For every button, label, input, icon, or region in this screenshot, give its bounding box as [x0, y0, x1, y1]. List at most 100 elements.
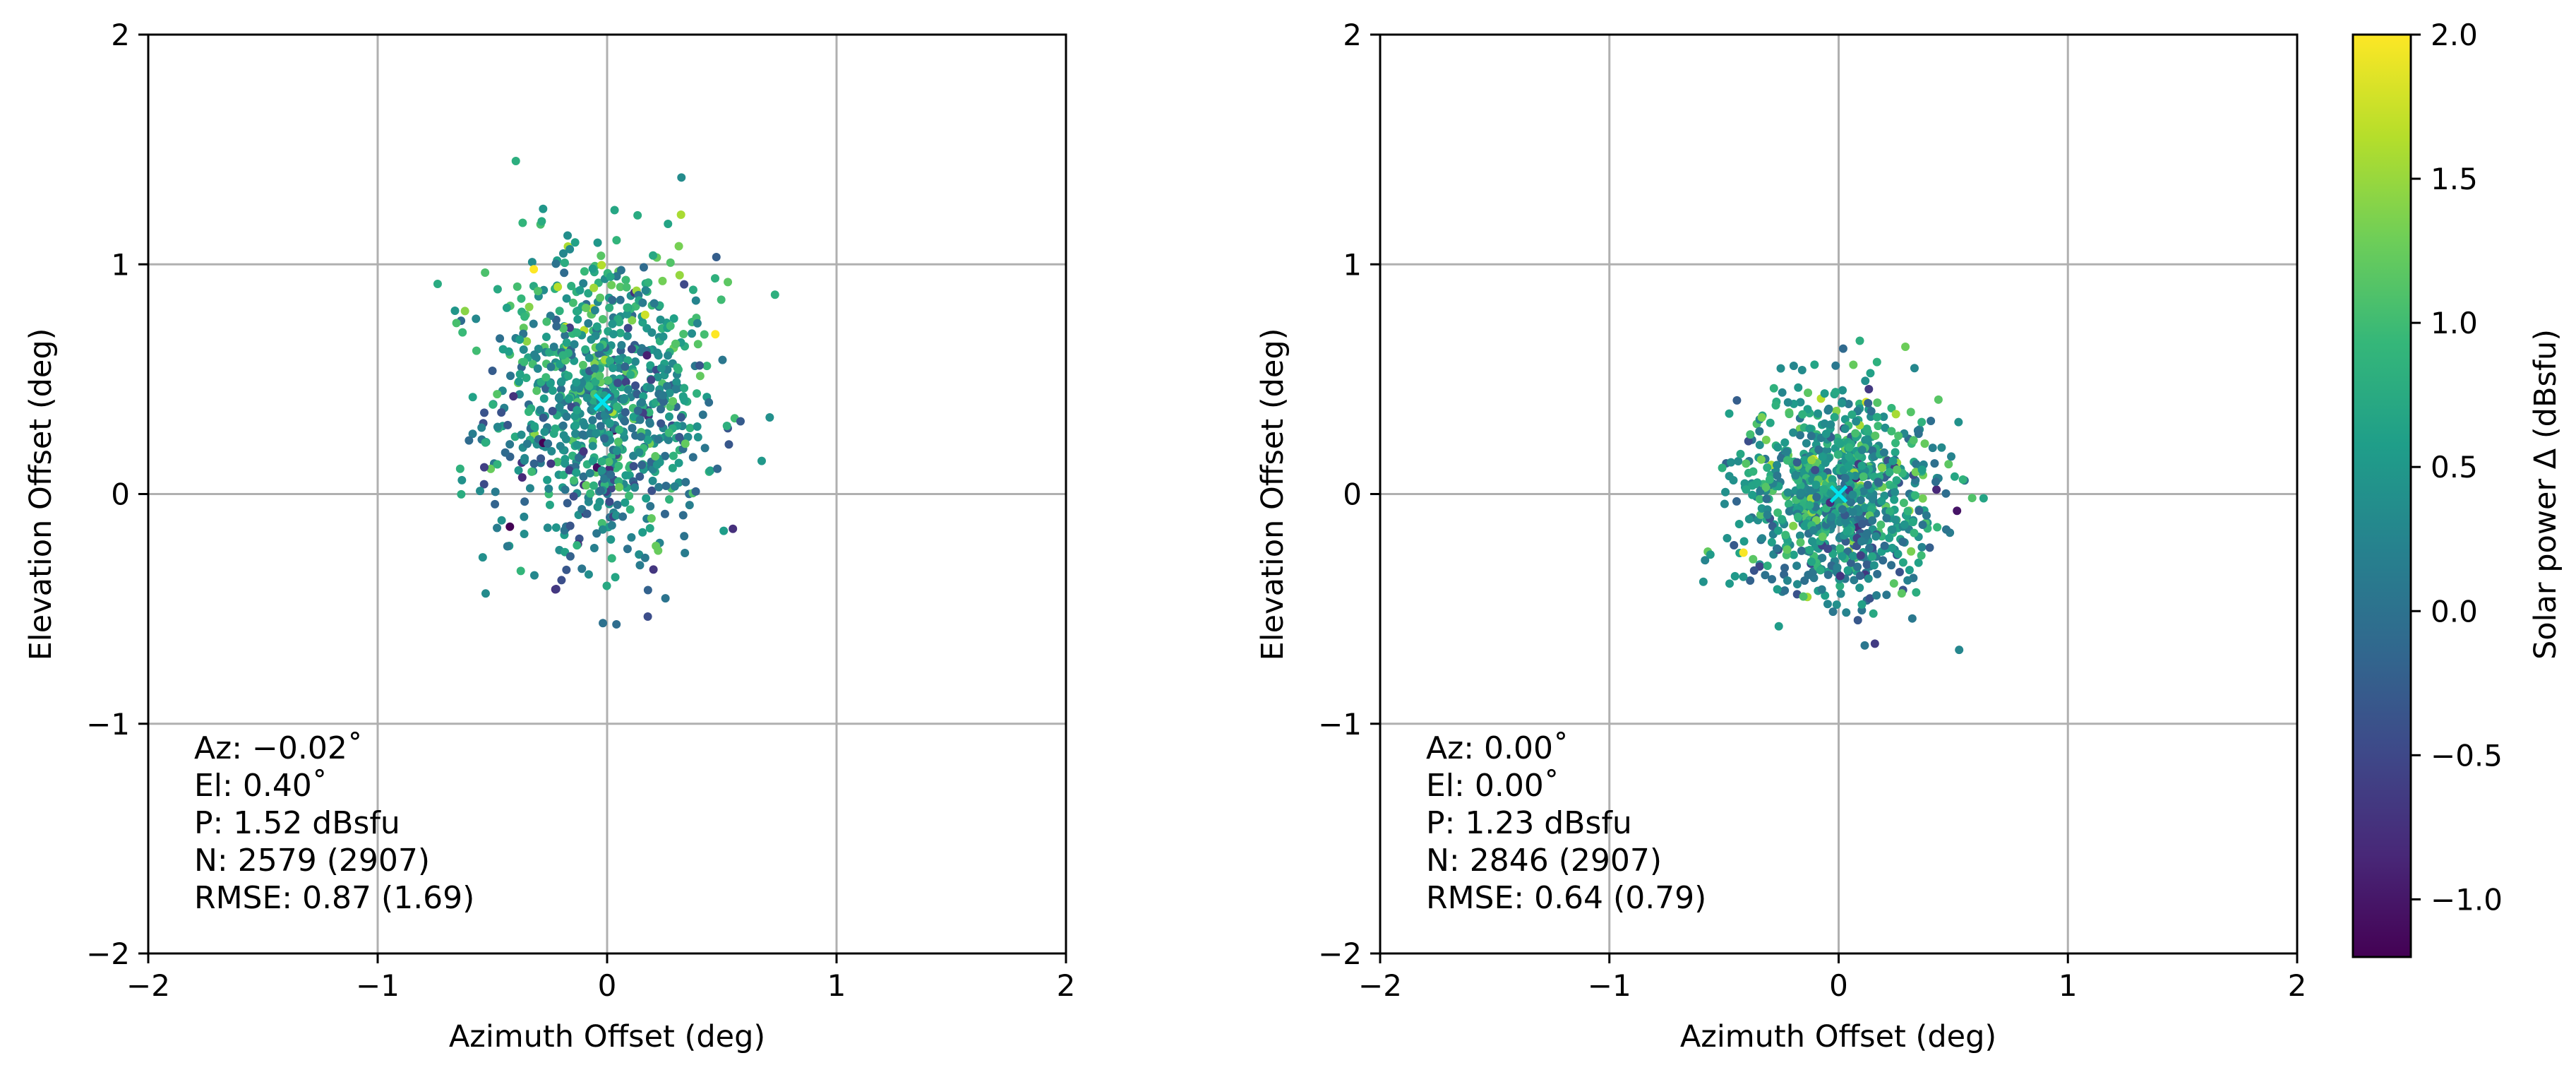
left-data-point [569, 476, 578, 485]
left-data-point [573, 405, 582, 415]
left-data-point [597, 518, 606, 528]
right-data-point [1863, 480, 1872, 489]
right-data-point [1838, 552, 1847, 561]
left-data-point [609, 364, 618, 373]
left-data-point [520, 357, 529, 367]
right-stat-n: N: 2846 (2907) [1426, 843, 1662, 879]
left-data-point [628, 316, 637, 325]
right-data-point [1862, 424, 1871, 434]
left-data-point [623, 545, 632, 554]
right-data-point [1944, 460, 1953, 469]
right-data-point [1819, 485, 1828, 494]
left-data-point [713, 464, 722, 473]
left-data-point [647, 514, 656, 523]
right-data-point [1891, 516, 1900, 525]
colorbar-gradient [2352, 33, 2412, 958]
left-data-point [647, 486, 657, 495]
right-data-point [1805, 501, 1814, 510]
left-data-point [561, 459, 570, 468]
left-y-tick-label: −1 [86, 707, 130, 742]
right-data-point [1874, 477, 1883, 487]
right-data-point [1761, 482, 1771, 492]
left-stat-el: El: 0.40˚ [194, 768, 328, 804]
left-data-point [609, 330, 618, 339]
right-data-point [1900, 520, 1909, 529]
right-data-point [1933, 523, 1942, 532]
left-data-point [633, 210, 642, 220]
right-data-point [1730, 541, 1739, 550]
left-data-point [661, 482, 671, 491]
right-data-point [1826, 420, 1835, 429]
left-data-point [491, 499, 500, 509]
right-data-point [1762, 494, 1771, 504]
right-data-point [1744, 514, 1754, 523]
left-data-point [539, 394, 549, 403]
left-ticks: −2 −1 0 1 2 −2 −1 0 1 2 [86, 18, 1075, 1003]
right-data-point [1868, 552, 1877, 561]
left-data-point [481, 268, 490, 278]
right-data-point [1763, 561, 1772, 571]
right-y-tick-label: −2 [1318, 937, 1362, 971]
right-data-point [1803, 405, 1812, 414]
left-data-point [630, 357, 640, 367]
left-data-point [665, 388, 674, 398]
left-data-point [582, 304, 591, 313]
right-data-point [1857, 600, 1867, 609]
right-data-point [1898, 537, 1907, 547]
left-data-point [558, 421, 568, 430]
left-data-point [551, 424, 560, 433]
right-data-point [1891, 448, 1900, 457]
right-data-point [1917, 465, 1927, 475]
right-data-point [1838, 398, 1847, 408]
left-data-point [584, 319, 593, 328]
left-data-point [604, 458, 613, 467]
right-data-point [1845, 452, 1854, 461]
left-data-point [621, 275, 630, 285]
left-data-point [562, 294, 571, 303]
left-data-point [625, 492, 634, 501]
right-ticks: −2 −1 0 1 2 −2 −1 0 1 2 [1318, 18, 2306, 1003]
right-data-point [1732, 497, 1741, 506]
right-stat-power: P: 1.23 dBsfu [1426, 805, 1632, 841]
right-data-point [1748, 481, 1757, 490]
left-data-point [615, 482, 624, 492]
left-data-point [493, 422, 502, 432]
right-data-point [1917, 542, 1927, 552]
right-data-point [1725, 409, 1734, 418]
left-data-point [479, 480, 489, 489]
right-data-point [1888, 525, 1897, 534]
right-data-point [1915, 506, 1924, 516]
left-data-point [580, 267, 589, 276]
right-data-point [1857, 446, 1867, 455]
left-data-point [563, 499, 572, 508]
left-data-point [693, 432, 702, 441]
right-data-point [1840, 415, 1850, 424]
colorbar-ticks: −1.0 −0.5 0.0 0.5 1.0 1.5 2.0 [2411, 18, 2503, 917]
left-data-point [606, 272, 615, 281]
left-data-point [562, 565, 571, 574]
right-data-point [1898, 558, 1907, 567]
right-x-axis-label: Azimuth Offset (deg) [1680, 1019, 1996, 1054]
left-data-point [595, 371, 604, 381]
left-data-point [599, 619, 608, 628]
left-data-point [555, 307, 564, 316]
left-data-point [610, 206, 619, 215]
left-data-point [623, 323, 633, 333]
right-data-point [1820, 389, 1829, 398]
right-data-point [1840, 473, 1850, 482]
left-data-point [664, 351, 673, 360]
right-data-point [1914, 558, 1923, 567]
right-data-point [1920, 439, 1929, 448]
left-data-point [635, 448, 644, 457]
left-stat-az: Az: −0.02˚ [194, 730, 363, 766]
right-data-point [1797, 366, 1807, 375]
left-data-point [522, 439, 532, 448]
left-data-point [671, 339, 680, 348]
right-center-x-stroke [1829, 485, 1848, 504]
left-data-point [691, 487, 700, 496]
left-data-point [673, 363, 682, 372]
left-data-point [584, 289, 593, 298]
left-data-point [717, 295, 726, 304]
right-data-point [1835, 544, 1845, 553]
left-data-point [616, 266, 625, 275]
